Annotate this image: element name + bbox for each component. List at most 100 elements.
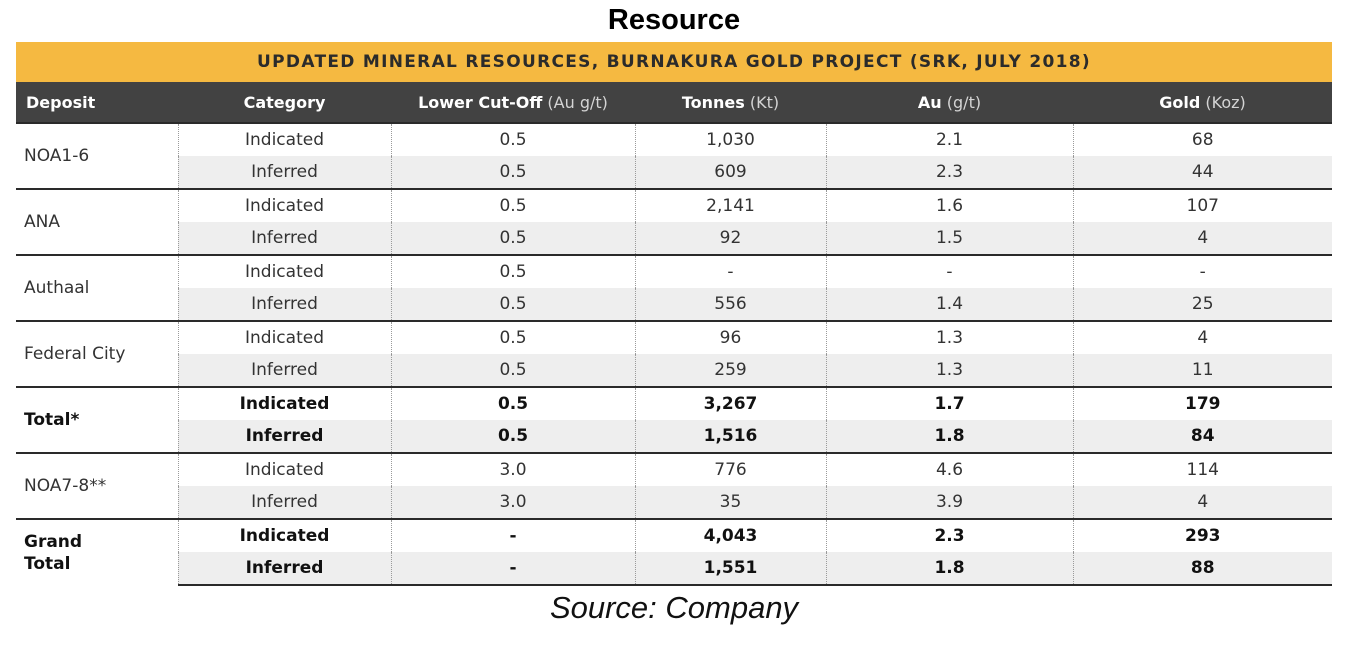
- table-row: Inferred 0.5 556 1.4 25: [16, 288, 1332, 321]
- gold-cell: 84: [1072, 420, 1332, 453]
- deposit-name-cell: Grand Total: [16, 518, 178, 585]
- table-row: Inferred 0.5 259 1.3 11: [16, 354, 1332, 387]
- au-cell: 1.6: [825, 188, 1073, 222]
- header-row: Deposit Category Lower Cut-Off (Au g/t) Ton…: [16, 82, 1332, 123]
- cutoff-cell: 0.5: [390, 288, 635, 321]
- source-caption: Source: Company: [549, 590, 799, 625]
- table-row: Federal City Indicated 0.5 96 1.3 4: [16, 320, 1332, 387]
- gold-cell: 11: [1072, 354, 1332, 387]
- table-row: Inferred 3.0 35 3.9 4: [16, 486, 1332, 519]
- gold-cell: 88: [1072, 552, 1332, 586]
- au-cell: 1.4: [825, 288, 1073, 321]
- column-header-label: Au: [917, 92, 942, 112]
- cutoff-cell: 0.5: [390, 320, 635, 354]
- tonnes-cell: -: [634, 254, 826, 288]
- table-row: Grand Total Indicated -4,043 2.3 293: [16, 518, 1332, 585]
- cutoff-cell: 0.5: [390, 386, 635, 420]
- tonnes-cell: 1,030: [634, 122, 826, 156]
- cutoff-cell: 0.5: [390, 122, 635, 156]
- au-cell: 1.7: [825, 386, 1073, 420]
- category-cell: Inferred: [177, 486, 391, 519]
- deposit-name-cell: Authaal: [16, 254, 178, 321]
- category-cell: Indicated: [177, 386, 391, 420]
- au-cell: 2.1: [825, 122, 1073, 156]
- category-cell: Inferred: [177, 222, 391, 255]
- column-header-unit: (Koz): [1200, 92, 1246, 112]
- category-cell: Indicated: [177, 254, 391, 288]
- category-cell: Indicated: [177, 320, 391, 354]
- gold-cell: 4: [1072, 320, 1332, 354]
- gold-cell: 293: [1072, 518, 1332, 552]
- column-header-au: Au (g/t): [826, 82, 1073, 123]
- gold-cell: 107: [1072, 188, 1332, 222]
- category-cell: Inferred: [177, 354, 391, 387]
- column-header-label: Tonnes: [681, 92, 745, 112]
- gold-cell: -: [1072, 254, 1332, 288]
- column-header-label: Category: [243, 92, 326, 112]
- category-cell: Indicated: [177, 122, 391, 156]
- table-row: Inferred 0.5 92 1.5 4: [16, 222, 1332, 255]
- category-cell: Inferred: [177, 420, 391, 453]
- cutoff-cell: 3.0: [390, 452, 635, 486]
- category-cell: Indicated: [177, 188, 391, 222]
- cutoff-cell: -: [390, 518, 635, 552]
- deposit-name-cell: Federal City: [16, 320, 178, 387]
- tonnes-cell: 1,516: [634, 420, 826, 453]
- au-cell: 1.3: [825, 320, 1073, 354]
- cutoff-cell: -: [390, 552, 635, 586]
- category-cell: Inferred: [177, 288, 391, 321]
- cutoff-cell: 0.5: [390, 222, 635, 255]
- tonnes-cell: 776: [634, 452, 826, 486]
- gold-cell: 4: [1072, 486, 1332, 519]
- category-cell: Indicated: [177, 452, 391, 486]
- cutoff-cell: 0.5: [390, 354, 635, 387]
- deposit-name-cell: ANA: [16, 188, 178, 255]
- page-title: Resource: [607, 4, 741, 36]
- category-cell: Indicated: [177, 518, 391, 552]
- tonnes-cell: 4,043: [634, 518, 826, 552]
- gold-cell: 25: [1072, 288, 1332, 321]
- tonnes-cell: 2,141: [634, 188, 826, 222]
- au-cell: 1.3: [825, 354, 1073, 387]
- table-row: Inferred 0.5 609 2.3 44: [16, 156, 1332, 189]
- column-header-lower-cutoff: Lower Cut-Off (Au g/t): [391, 82, 635, 123]
- au-cell: 1.5: [825, 222, 1073, 255]
- column-header-category: Category: [178, 82, 391, 123]
- tonnes-cell: 259: [634, 354, 826, 387]
- resource-table: Deposit Category Lower Cut-Off (Au g/t) Ton…: [16, 82, 1332, 586]
- table-row: NOA7-8** Indicated 3.0 776 4.6 114: [16, 452, 1332, 519]
- column-header-gold: Gold (Koz): [1073, 82, 1332, 123]
- deposit-name-cell: NOA1-6: [16, 122, 178, 189]
- cutoff-cell: 0.5: [390, 420, 635, 453]
- tonnes-cell: 3,267: [634, 386, 826, 420]
- table-row: Authaal Indicated 0.5- - -: [16, 254, 1332, 321]
- gold-cell: 179: [1072, 386, 1332, 420]
- table-row: Inferred 0.5 1,516 1.8 84: [16, 420, 1332, 453]
- au-cell: 3.9: [825, 486, 1073, 519]
- cutoff-cell: 3.0: [390, 486, 635, 519]
- au-cell: 1.8: [825, 552, 1073, 586]
- deposit-name-cell: Total*: [16, 386, 178, 453]
- cutoff-cell: 0.5: [390, 254, 635, 288]
- gold-cell: 4: [1072, 222, 1332, 255]
- tonnes-cell: 96: [634, 320, 826, 354]
- column-header-tonnes: Tonnes (Kt): [635, 82, 826, 123]
- table-row: NOA1-6 Indicated 0.5 1,030 2.1 68: [16, 122, 1332, 189]
- au-cell: 1.8: [825, 420, 1073, 453]
- column-header-label: Gold: [1159, 92, 1201, 112]
- column-header-deposit: Deposit: [16, 82, 178, 123]
- au-cell: 4.6: [825, 452, 1073, 486]
- au-cell: 2.3: [825, 518, 1073, 552]
- cutoff-cell: 0.5: [390, 188, 635, 222]
- tonnes-cell: 609: [634, 156, 826, 189]
- column-header-label: Deposit: [26, 92, 96, 112]
- gold-cell: 68: [1072, 122, 1332, 156]
- table-row: ANA Indicated 0.5 2,141 1.6 107: [16, 188, 1332, 255]
- tonnes-cell: 92: [634, 222, 826, 255]
- column-header-label: Lower Cut-Off: [418, 92, 543, 112]
- tonnes-cell: 1,551: [634, 552, 826, 586]
- category-cell: Inferred: [177, 552, 391, 586]
- gold-cell: 44: [1072, 156, 1332, 189]
- table-body: NOA1-6 Indicated 0.5 1,030 2.1 68 Inferred 0.5 6…: [16, 122, 1332, 586]
- category-cell: Inferred: [177, 156, 391, 189]
